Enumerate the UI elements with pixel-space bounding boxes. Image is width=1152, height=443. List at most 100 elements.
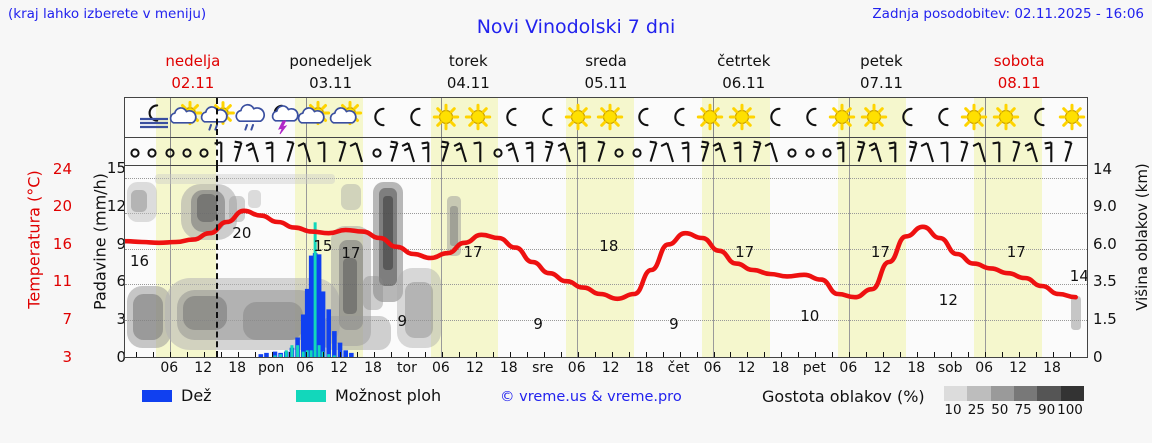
cloud-density-legend-title: Gostota oblakov (%): [762, 387, 925, 406]
x-axis-label-12: 12: [601, 360, 620, 376]
meteogram-plot[interactable]: 16 20 15 17 9 17 9 18 9 17 10 17 12 17 14: [124, 97, 1088, 358]
wind-barb-icon: [280, 139, 310, 165]
x-tick: [136, 352, 138, 357]
day-date: 06.11: [722, 74, 766, 92]
x-axis-label-18: 18: [364, 360, 382, 376]
day-header-row: nedelja 02.11 ponedeljek 03.11 torek 04.11 sre…: [124, 50, 1088, 96]
x-axis-label-06: 06: [160, 360, 179, 376]
day-date: 05.11: [584, 74, 628, 92]
x-tick: [255, 352, 257, 357]
precip-ticks-2: 9: [116, 235, 126, 253]
gridline-v-0: [169, 166, 171, 357]
wind-barb-icon: [141, 139, 171, 165]
x-tick: [832, 352, 834, 357]
cloud-density-swatch-10: [944, 386, 968, 401]
moon-fog-icon: [137, 101, 171, 135]
wind-barb-icon: [453, 139, 483, 165]
gridline-h-3: [125, 284, 1087, 286]
wind-barb-icon: [176, 139, 206, 165]
gridline-v-2: [441, 166, 443, 357]
sun-icon: [957, 101, 991, 135]
wind-barb-icon: [851, 139, 881, 165]
precipitation-tick-labels: 15 12 9 6 3 0: [96, 159, 126, 370]
wind-barb-icon: [989, 139, 1019, 165]
cloud-density-swatch-75: [1013, 386, 1038, 401]
temperature-value-label: 17: [735, 243, 754, 261]
x-tick: [221, 352, 223, 357]
wind-barb-icon: [228, 139, 258, 165]
wind-barb-icon: [626, 139, 656, 165]
x-tick: [662, 352, 664, 357]
gridline-v-6: [984, 166, 986, 357]
wind-barb-icon: [314, 139, 344, 165]
wind-barb-icon: [903, 139, 933, 165]
wind-barb-icon: [435, 139, 465, 165]
wind-barb-row: [125, 138, 1087, 166]
x-tick: [594, 352, 596, 357]
x-tick: [866, 352, 868, 357]
cloud-ticks-1: 9.0: [1093, 197, 1117, 215]
wind-barb-icon: [678, 139, 708, 165]
sun-icon: [825, 101, 859, 135]
x-tick: [968, 352, 970, 357]
wind-barb-icon: [401, 139, 431, 165]
x-axis-label-12: 12: [873, 360, 892, 376]
wind-barb-icon: [1024, 139, 1054, 165]
day-header-torek: torek 04.11: [399, 50, 537, 96]
wind-barb-icon: [920, 139, 950, 165]
x-axis-label-18: 18: [228, 360, 247, 376]
x-axis-label-tor: tor: [397, 360, 417, 376]
x-tick: [323, 352, 325, 357]
copyright-link[interactable]: © vreme.us & vreme.pro: [500, 389, 682, 405]
day-header-ponedeljek: ponedeljek 03.11: [262, 50, 400, 96]
moon-icon: [361, 101, 395, 135]
wind-barb-icon: [332, 139, 362, 165]
day-date: 07.11: [859, 74, 903, 92]
x-tick: [543, 352, 545, 357]
cloud-ticks-2: 6.0: [1093, 235, 1117, 253]
x-tick: [475, 352, 477, 357]
precip-ticks-5: 0: [116, 348, 126, 366]
temperature-value-label: 17: [1007, 243, 1026, 261]
legend-label-rain: Dež: [181, 386, 212, 405]
gridline-v-4: [712, 166, 714, 357]
wind-barb-icon: [1006, 139, 1036, 165]
precip-ticks-3: 6: [116, 272, 126, 290]
wind-barb-icon: [799, 139, 829, 165]
wind-barb-icon: [1041, 139, 1071, 165]
wind-barb-icon: [937, 139, 967, 165]
precip-ticks-4: 3: [116, 310, 126, 328]
sun-icon: [461, 101, 495, 135]
x-tick: [272, 352, 274, 357]
temp-ticks-3: 11: [52, 272, 72, 290]
moon-icon: [625, 101, 659, 135]
x-axis-label-čet: čet: [667, 360, 690, 376]
temperature-value-label: 20: [232, 224, 251, 242]
day-header-sreda: sreda 05.11: [537, 50, 675, 96]
cloud-density-tick-25: 25: [967, 402, 985, 418]
day-header-petek: petek 07.11: [813, 50, 951, 96]
day-name: ponedeljek: [289, 52, 372, 70]
x-tick: [1036, 352, 1038, 357]
cloud-density-tick-100: 100: [1057, 402, 1083, 418]
sun-icon: [693, 101, 727, 135]
x-tick: [238, 352, 240, 357]
wind-barb-icon: [384, 139, 414, 165]
x-axis-label-18: 18: [635, 360, 654, 376]
temperature-value-label: 9: [398, 312, 408, 330]
cloud-density-swatch-100: [1060, 386, 1084, 401]
wind-barb-icon: [262, 139, 292, 165]
gridline-h-2: [125, 248, 1087, 250]
day-date: 03.11: [309, 74, 353, 92]
moon-icon: [529, 101, 563, 135]
x-tick: [628, 352, 630, 357]
x-tick: [458, 352, 460, 357]
wind-barb-icon: [764, 139, 794, 165]
x-axis-label-12: 12: [194, 360, 213, 376]
cloud-ticks-4: 1.5: [1093, 310, 1117, 328]
x-axis-label-sob: sob: [937, 360, 963, 376]
x-axis-label-12: 12: [465, 360, 484, 376]
wind-barb-icon: [781, 139, 811, 165]
temp-ticks-1: 20: [52, 197, 72, 215]
wind-barb-icon: [159, 139, 189, 165]
